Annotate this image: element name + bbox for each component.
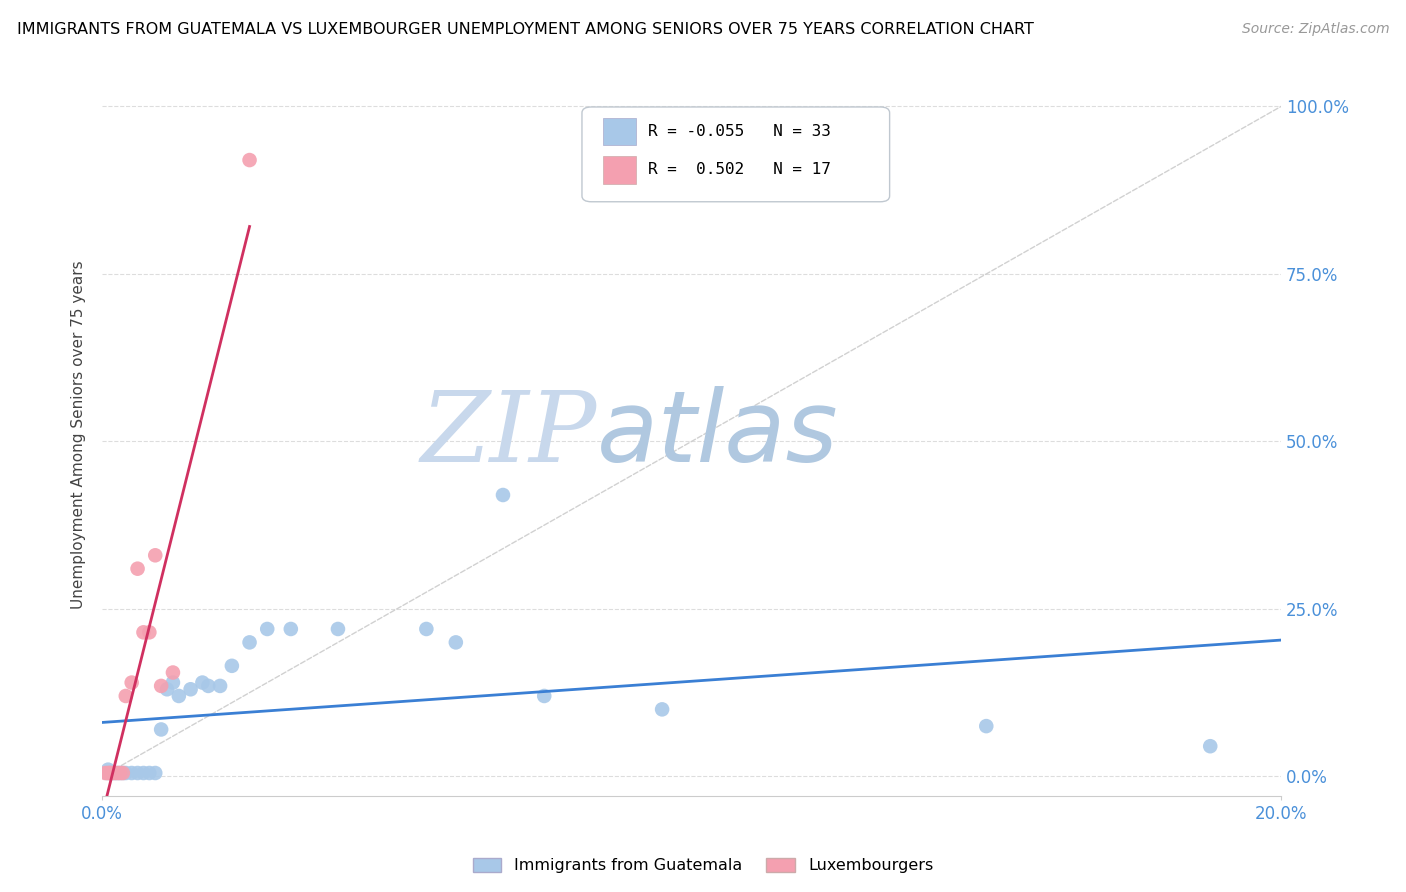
- Point: [156, 682, 179, 697]
- Point: [121, 675, 143, 690]
- Point: [651, 702, 673, 716]
- Point: [415, 622, 437, 636]
- Point: [97, 766, 120, 780]
- Point: [533, 689, 555, 703]
- Point: [108, 766, 131, 780]
- Point: [326, 622, 349, 636]
- Point: [100, 766, 122, 780]
- Point: [209, 679, 232, 693]
- FancyBboxPatch shape: [603, 156, 636, 184]
- Point: [256, 622, 278, 636]
- Point: [103, 766, 125, 780]
- Point: [97, 763, 120, 777]
- FancyBboxPatch shape: [582, 107, 890, 202]
- Point: [132, 625, 155, 640]
- Point: [280, 622, 302, 636]
- Point: [114, 766, 136, 780]
- Text: Source: ZipAtlas.com: Source: ZipAtlas.com: [1241, 22, 1389, 37]
- Point: [108, 766, 131, 780]
- Point: [150, 679, 173, 693]
- Text: ZIP: ZIP: [420, 387, 598, 483]
- Point: [103, 766, 125, 780]
- Point: [138, 766, 160, 780]
- Point: [197, 679, 219, 693]
- Point: [191, 675, 214, 690]
- Point: [162, 675, 184, 690]
- Point: [150, 723, 173, 737]
- Text: R = -0.055   N = 33: R = -0.055 N = 33: [648, 124, 831, 139]
- Legend: Immigrants from Guatemala, Luxembourgers: Immigrants from Guatemala, Luxembourgers: [467, 851, 939, 880]
- Point: [143, 549, 166, 563]
- FancyBboxPatch shape: [603, 118, 636, 145]
- Point: [143, 766, 166, 780]
- Point: [105, 766, 128, 780]
- Point: [180, 682, 202, 697]
- Point: [105, 766, 128, 780]
- Point: [238, 153, 260, 167]
- Point: [121, 766, 143, 780]
- Point: [492, 488, 515, 502]
- Point: [974, 719, 997, 733]
- Point: [111, 766, 134, 780]
- Text: atlas: atlas: [598, 386, 839, 483]
- Point: [114, 689, 136, 703]
- Point: [1199, 739, 1222, 754]
- Point: [111, 766, 134, 780]
- Point: [221, 658, 243, 673]
- Y-axis label: Unemployment Among Seniors over 75 years: Unemployment Among Seniors over 75 years: [72, 260, 86, 609]
- Text: IMMIGRANTS FROM GUATEMALA VS LUXEMBOURGER UNEMPLOYMENT AMONG SENIORS OVER 75 YEA: IMMIGRANTS FROM GUATEMALA VS LUXEMBOURGE…: [17, 22, 1033, 37]
- Point: [94, 766, 117, 780]
- Point: [100, 766, 122, 780]
- Point: [98, 766, 121, 780]
- Point: [238, 635, 260, 649]
- Point: [132, 766, 155, 780]
- Point: [127, 562, 149, 576]
- Point: [162, 665, 184, 680]
- Point: [167, 689, 190, 703]
- Point: [444, 635, 467, 649]
- Point: [96, 766, 118, 780]
- Point: [127, 766, 149, 780]
- Text: R =  0.502   N = 17: R = 0.502 N = 17: [648, 162, 831, 178]
- Point: [138, 625, 160, 640]
